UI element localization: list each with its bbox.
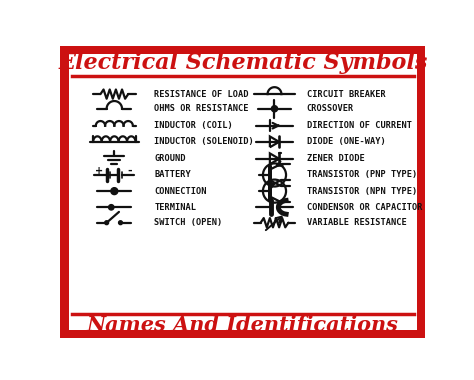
Text: Names And Identifications: Names And Identifications [87,315,399,335]
FancyBboxPatch shape [61,46,425,338]
Text: CROSSOVER: CROSSOVER [307,104,354,113]
Text: SWITCH (OPEN): SWITCH (OPEN) [155,218,223,227]
Circle shape [105,221,109,225]
Circle shape [109,204,114,210]
Text: GROUND: GROUND [155,154,186,163]
Text: INDUCTOR (COIL): INDUCTOR (COIL) [155,121,233,130]
Text: CONNECTION: CONNECTION [155,187,207,196]
Circle shape [118,221,122,225]
Text: +: + [95,166,103,176]
Text: INDUCTOR (SOLENOID): INDUCTOR (SOLENOID) [155,137,254,146]
Text: TERMINAL: TERMINAL [155,203,196,212]
Text: VARIABLE RESISTANCE: VARIABLE RESISTANCE [307,218,407,227]
Text: TRANSISTOR (PNP TYPE): TRANSISTOR (PNP TYPE) [307,171,417,179]
Text: CIRCUIT BREAKER: CIRCUIT BREAKER [307,90,385,99]
Text: TRANSISTOR (NPN TYPE): TRANSISTOR (NPN TYPE) [307,187,417,196]
Text: OHMS OR RESISTANCE: OHMS OR RESISTANCE [155,104,249,113]
Text: ZENER DIODE: ZENER DIODE [307,154,365,163]
Text: CONDENSOR OR CAPACITOR: CONDENSOR OR CAPACITOR [307,203,422,212]
Circle shape [272,106,278,112]
Text: BATTERY: BATTERY [155,171,191,179]
Circle shape [111,188,118,195]
Text: DIRECTION OF CURRENT: DIRECTION OF CURRENT [307,121,412,130]
Text: -: - [128,166,132,176]
Text: Electrical Schematic Symbols: Electrical Schematic Symbols [58,52,428,74]
FancyBboxPatch shape [69,54,417,330]
Text: DIODE (ONE-WAY): DIODE (ONE-WAY) [307,137,385,146]
Text: RESISTANCE OF LOAD: RESISTANCE OF LOAD [155,90,249,99]
